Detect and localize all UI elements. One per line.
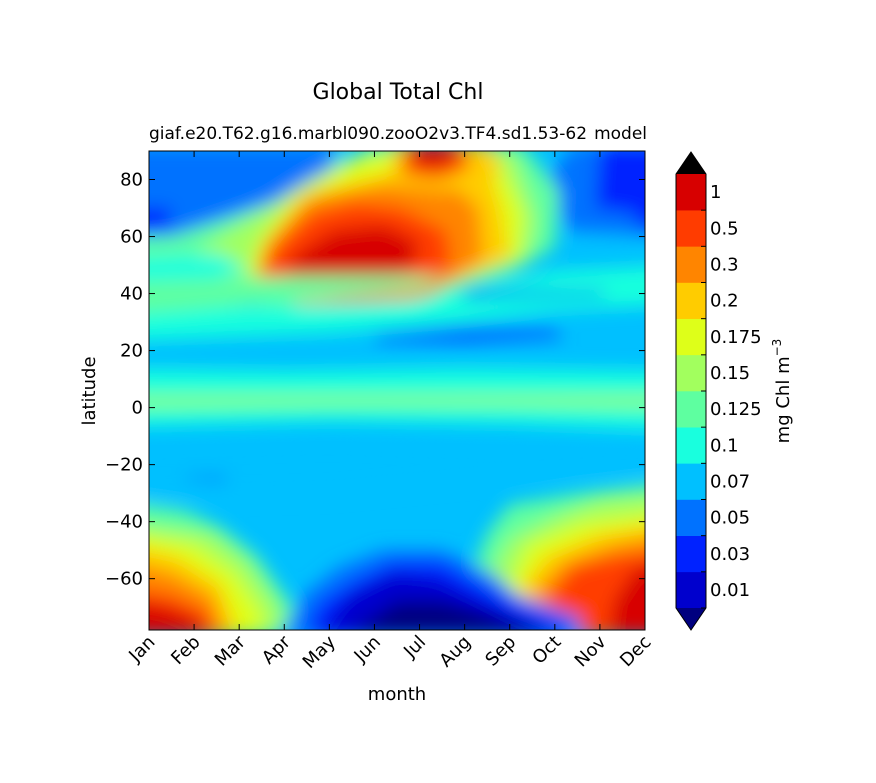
colorbar-segment: [676, 463, 706, 500]
x-tick-label: Mar: [211, 631, 250, 670]
y-tick-label: −20: [105, 455, 143, 476]
colorbar-tick-label: 0.175: [710, 327, 762, 348]
colorbar-outline: [675, 151, 707, 631]
x-tick-label: Dec: [616, 632, 655, 671]
chart-title: Global Total Chl: [313, 80, 484, 105]
colorbar-tick-label: 0.3: [710, 254, 739, 275]
colorbar-tick-label: 1: [710, 182, 721, 203]
x-tick-label: May: [299, 631, 340, 672]
colorbar-segment: [676, 174, 706, 211]
contour-patch-nh-transition: [149, 253, 249, 283]
contour-patch-sh-winter-7: [149, 603, 202, 630]
colorbar-tick-label: 0.03: [710, 544, 750, 565]
contour-patch-eq-lower-blue: [149, 438, 645, 498]
x-tick-label: Jun: [350, 632, 385, 667]
x-tick-label: Oct: [528, 632, 565, 669]
colorbar-tick-label: 0.125: [710, 399, 762, 420]
x-tick-label: Jul: [399, 632, 430, 663]
colorbar-extend-low: [676, 608, 706, 630]
colorbar-extend-high: [676, 152, 706, 174]
contour-patch-nh-autumn-darkest: [636, 200, 645, 227]
x-tick-label: Jan: [124, 632, 159, 667]
contour-patch-sub-upper-2: [149, 276, 447, 313]
contour-patch-nh-autumn-deep: [595, 151, 645, 216]
x-tick-label: Feb: [167, 632, 204, 669]
plot-area: [148, 150, 646, 631]
colorbar-tick-label: 0.2: [710, 291, 739, 312]
y-tick-label: −60: [105, 569, 143, 590]
contour-patch-nh-bloom-7: [284, 225, 420, 285]
colorbar-segment: [676, 391, 706, 428]
y-tick-label: 80: [120, 170, 143, 191]
x-tick-label: Nov: [571, 631, 611, 671]
colorbar-label-text: mg Chl m: [773, 356, 794, 443]
x-tick-label: Aug: [435, 632, 475, 672]
y-tick-label: 20: [120, 341, 143, 362]
y-tick-label: 60: [120, 227, 143, 248]
chart-subtitle-left: giaf.e20.T62.g16.marbl090.zooO2v3.TF4.sd…: [149, 124, 587, 144]
colorbar-tick-label: 0.07: [710, 471, 750, 492]
y-tick-label: 0: [132, 398, 143, 419]
x-axis-label: month: [368, 684, 426, 705]
colorbar-segment: [676, 282, 706, 319]
y-tick-label: −40: [105, 512, 143, 533]
contour-patch-sh-oligo-blob: [185, 476, 231, 482]
colorbar-tick-label: 0.1: [710, 435, 739, 456]
colorbar: 0.01 0.03 0.05 0.07 0.1 0.125 0.15 0.175 0.2 0.3 0…: [675, 151, 762, 631]
colorbar-tick-label: 0.5: [710, 218, 739, 239]
colorbar-tick-label: 0.01: [710, 580, 750, 601]
x-tick-label: Sep: [481, 632, 520, 671]
colorbar-segment: [676, 246, 706, 283]
colorbar-segment: [676, 318, 706, 356]
contour-patch-arctic-bloom-3: [415, 151, 456, 169]
colorbar-segment: [676, 571, 706, 609]
x-tick-label: Apr: [258, 631, 295, 668]
colorbar-segment: [676, 210, 706, 247]
y-axis: 80 60 40 20 0 −20 −40 −60: [105, 170, 645, 590]
contour-patch-sh-spring-7: [609, 565, 645, 630]
contour-patch-eq-core: [149, 397, 645, 405]
y-tick-label: 40: [120, 284, 143, 305]
y-axis-label: latitude: [79, 356, 100, 425]
contour-patch-antarctic-dark-4: [355, 601, 537, 630]
colorbar-segment: [676, 535, 706, 573]
contour-field: [149, 151, 645, 630]
colorbar-segment: [676, 427, 706, 464]
colorbar-segment: [676, 354, 706, 392]
colorbar-label-exponent: −3: [770, 339, 784, 357]
colorbar-label: mg Chl m−3: [770, 339, 794, 444]
contour-patch-sub-upper: [149, 266, 645, 341]
colorbar-tick-label: 0.05: [710, 508, 750, 529]
contour-patch-nh-winter-darkest: [149, 208, 172, 231]
chart-subtitle-right: model: [594, 124, 647, 144]
plot-frame: [148, 150, 646, 631]
colorbar-tick-label: 0.15: [710, 363, 750, 384]
contour-patch-nh-oligo-thin: [464, 290, 609, 300]
colorbar-segment: [676, 499, 706, 536]
contour-patch-nh-oligo-band: [374, 324, 564, 345]
